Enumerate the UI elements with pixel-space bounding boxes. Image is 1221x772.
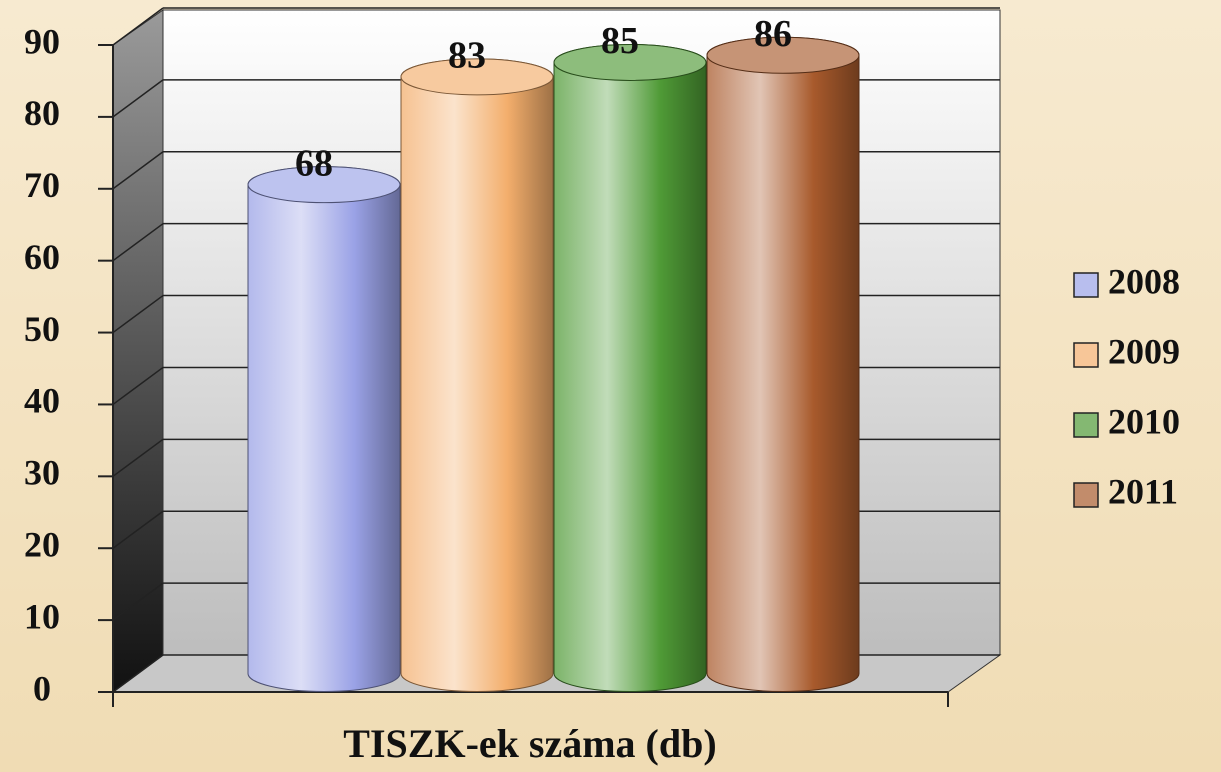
cylinder-top [706, 36, 860, 74]
legend-swatch [1073, 482, 1099, 508]
y-tick-label: 70 [24, 165, 60, 205]
legend-label: 2011 [1108, 471, 1178, 511]
data-label: 86 [754, 13, 792, 55]
data-label: 83 [448, 35, 486, 77]
grid-line [112, 582, 164, 621]
cylinder-top [553, 43, 707, 81]
grid-line [112, 7, 164, 46]
y-tick-label: 10 [24, 596, 60, 636]
legend-label: 2010 [1108, 401, 1180, 441]
legend-swatch [1073, 272, 1099, 298]
legend-label: 2009 [1108, 331, 1180, 371]
side-wall [112, 9, 164, 693]
cylinder [400, 58, 554, 692]
grid-line [112, 151, 164, 190]
x-axis-title: TISZK-ek száma (db) [343, 721, 716, 766]
y-tick-label: 50 [24, 309, 60, 349]
grid-line [112, 654, 164, 693]
cylinder [247, 166, 401, 692]
y-tick-label: 90 [24, 21, 60, 61]
legend-label: 2008 [1108, 261, 1180, 301]
data-label: 85 [601, 20, 639, 62]
cylinder [553, 43, 707, 692]
grid-line [112, 510, 164, 549]
grid-line [112, 438, 164, 477]
y-tick-label: 20 [24, 524, 60, 564]
grid-line [112, 223, 164, 262]
y-tick-label: 80 [24, 93, 60, 133]
legend-swatch [1073, 412, 1099, 438]
cylinder-top [247, 166, 401, 204]
cylinder-top [400, 58, 554, 96]
grid-line [112, 366, 164, 406]
y-tick-label: 40 [24, 381, 60, 421]
cylinder [706, 36, 860, 692]
grid-line [112, 294, 164, 334]
grid-line [112, 79, 164, 118]
y-tick-label: 30 [24, 453, 60, 493]
legend-swatch [1073, 342, 1099, 368]
y-tick-label: 60 [24, 237, 60, 277]
y-tick-label: 0 [33, 668, 51, 708]
data-label: 68 [295, 142, 333, 184]
